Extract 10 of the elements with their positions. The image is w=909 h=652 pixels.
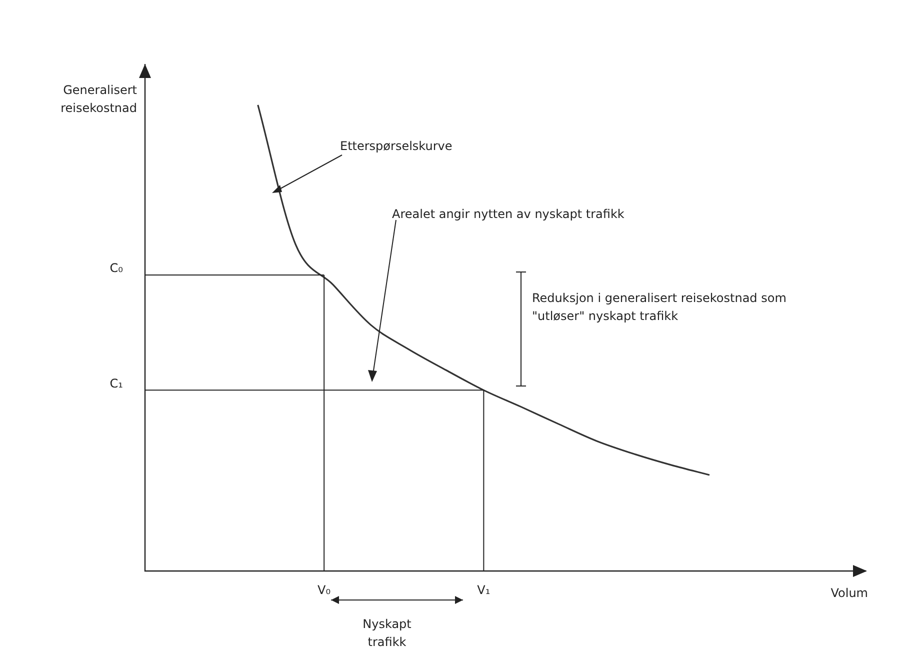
- annotation: V₁: [477, 583, 490, 598]
- x-axis-title: Volum: [830, 586, 868, 600]
- annotation: Arealet angir nytten av nyskapt trafikk: [392, 207, 624, 221]
- annotation: Reduksjon i generalisert reisekostnad som "utløser" nyskapt trafikk: [532, 291, 786, 323]
- ref-line-label: C₁: [110, 376, 124, 390]
- annotation: V₀: [318, 583, 331, 598]
- annotation: Etterspørselskurve: [340, 139, 452, 153]
- text: Nyskapt trafikk: [362, 617, 412, 649]
- y-axis-title: Generalisert reisekostnad: [60, 83, 138, 115]
- ref-line-label: C₀: [110, 261, 124, 276]
